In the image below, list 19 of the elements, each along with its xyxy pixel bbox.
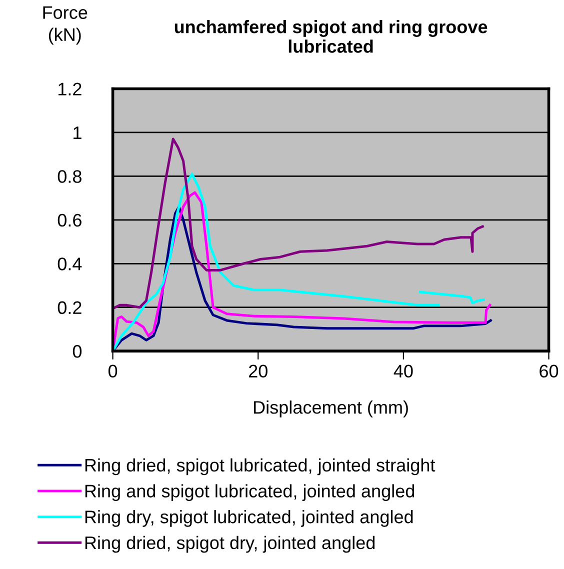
chart-title: unchamfered spigot and ring groove lubricated — [174, 20, 488, 53]
x-axis-title: Displacement (mm) — [254, 400, 408, 418]
y-axis-title: Force (kN) — [43, 6, 88, 45]
y-tick-label: 0.4 — [58, 258, 82, 270]
line-series — [112, 138, 484, 310]
y-tick-label: 1.2 — [58, 82, 82, 96]
y-tick-label: 0.6 — [58, 214, 82, 227]
x-tick-label: 0 — [108, 364, 118, 378]
x-tick-label: 60 — [540, 364, 558, 378]
x-tick-label: 40 — [394, 364, 413, 378]
y-tick-label: 1 — [74, 126, 82, 140]
y-tick-label: 0.2 — [58, 301, 82, 314]
y-tick-label: 0.8 — [58, 170, 82, 183]
legend-label: Ring and spigot lubricated, jointed angled — [85, 484, 414, 502]
legend-label: Ring dry, spigot lubricated, jointed angled — [85, 510, 413, 527]
legend-label: Ring dried, spigot dry, jointed angled — [85, 536, 375, 553]
x-tick-label: 20 — [248, 364, 268, 378]
legend-label: Ring dried, spigot lubricated, jointed straight — [85, 458, 436, 476]
y-tick-label: 0 — [72, 345, 82, 358]
